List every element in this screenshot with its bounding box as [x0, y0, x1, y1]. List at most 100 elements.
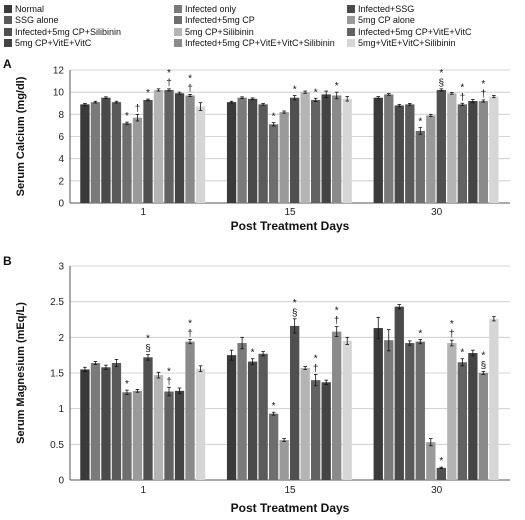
bar [226, 102, 237, 203]
panel-label: B [3, 254, 12, 268]
bar [111, 102, 122, 203]
legend-swatch [174, 39, 182, 47]
significance-mark-line: † [460, 92, 466, 103]
bar [185, 95, 195, 203]
y-tick-label: 2 [58, 176, 64, 187]
bar [489, 318, 499, 480]
bar [195, 106, 206, 203]
bar [101, 97, 111, 203]
bar [132, 117, 143, 203]
legend-swatch [347, 16, 355, 24]
legend-label: SSG alone [15, 15, 59, 25]
legend-item: Normal [4, 3, 44, 14]
bar [101, 367, 111, 480]
legend-label: Infected+5mg CP [185, 15, 255, 25]
significance-mark: * § [292, 298, 298, 319]
significance-mark: * § [481, 351, 487, 372]
legend-swatch [347, 27, 355, 36]
bar [279, 112, 289, 203]
y-tick-label: 2 [58, 333, 64, 344]
significance-mark: † [135, 103, 141, 114]
legend-swatch [4, 27, 12, 36]
legend-label: Infected+5mg CP+VitE+VitC [358, 26, 472, 37]
legend-item: 5mg CP alone [347, 15, 415, 26]
y-tick-label: 4 [58, 154, 64, 165]
significance-mark-line: * [418, 117, 422, 128]
significance-mark-line: † [334, 316, 340, 327]
bar [290, 325, 300, 480]
bar [122, 392, 132, 480]
significance-mark-line: * [272, 401, 276, 412]
bar [447, 93, 457, 203]
x-axis-label: Post Treatment Days [231, 501, 350, 515]
significance-mark-line: * [335, 81, 339, 92]
bar [111, 363, 122, 480]
significance-mark-line: * [125, 111, 129, 122]
legend-label: 5mg CP+VitE+VitC [15, 38, 92, 48]
legend-swatch [347, 39, 355, 47]
legend-label: Infected+5mg CP+Silibinin [15, 26, 122, 37]
legend-swatch [347, 4, 355, 13]
significance-mark-line: * [293, 298, 297, 309]
bar [226, 355, 237, 480]
legend-item: Infected only [174, 3, 236, 14]
legend-item: 5mg+VitE+VitC+Silibinin [347, 38, 455, 49]
significance-mark-line: * [460, 82, 464, 93]
panel-label: A [3, 57, 12, 71]
bar [489, 96, 499, 203]
bar [415, 341, 425, 480]
significance-mark: * † [166, 68, 172, 89]
legend-item: SSG alone [4, 15, 59, 26]
significance-mark: * [125, 379, 129, 390]
significance-mark: * [125, 111, 129, 122]
bar [321, 382, 331, 480]
significance-mark-line: † [313, 363, 319, 374]
bar [153, 89, 164, 203]
y-tick-label: 10 [53, 88, 65, 99]
significance-mark-line: * [335, 306, 339, 317]
legend-item: 5mg CP+VitE+VitC [4, 38, 91, 49]
bar [342, 98, 352, 203]
legend-swatch [174, 4, 182, 13]
x-tick-label: 15 [284, 207, 296, 218]
significance-mark-line: * [481, 79, 485, 90]
significance-mark-line: * [188, 318, 192, 329]
bar [174, 390, 185, 480]
significance-mark: * † [449, 319, 455, 340]
x-tick-label: 1 [141, 207, 147, 218]
significance-mark: * [460, 348, 464, 359]
y-tick-label: 12 [53, 66, 65, 77]
bar [394, 105, 404, 203]
bar [468, 101, 478, 203]
significance-mark: * [146, 88, 150, 99]
y-tick-label: 1 [58, 404, 64, 415]
legend-label: Infected+5mg CP+VitE+VitC+Silibinin [185, 38, 335, 48]
bar [279, 440, 289, 480]
significance-mark-line: * [314, 353, 318, 364]
bar [80, 369, 90, 480]
significance-mark: * § [145, 333, 151, 354]
significance-mark: * † [460, 82, 466, 103]
significance-mark: * [272, 401, 276, 412]
y-tick-label: 3 [58, 262, 64, 273]
bar [195, 368, 206, 480]
significance-mark-line: * [167, 366, 171, 377]
bar [258, 353, 268, 480]
bar [332, 95, 342, 203]
significance-mark: * † [166, 366, 172, 387]
bar [405, 343, 415, 480]
legend-label: Infected only [185, 3, 237, 14]
significance-mark-line: * [146, 88, 150, 99]
bar [300, 92, 310, 203]
significance-mark: * [335, 81, 339, 92]
legend-swatch [4, 39, 12, 47]
significance-mark-line: * [450, 319, 454, 330]
bar [384, 94, 394, 203]
legend-swatch [4, 16, 12, 24]
significance-mark: * [439, 456, 443, 467]
bar [164, 391, 174, 480]
bar [122, 123, 132, 203]
bar [132, 390, 143, 480]
